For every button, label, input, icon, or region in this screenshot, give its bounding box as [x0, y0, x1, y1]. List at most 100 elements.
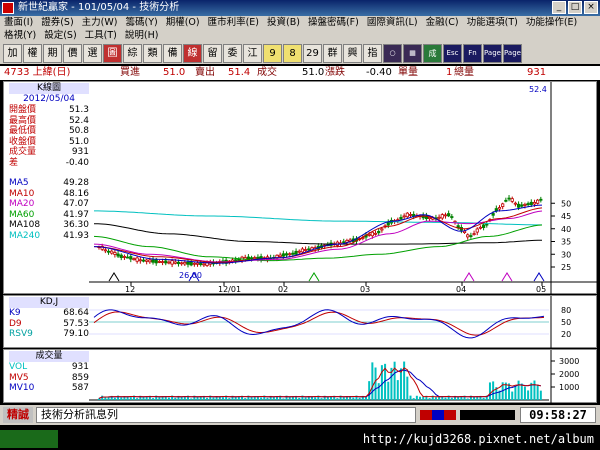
qty-label: 單量	[398, 67, 418, 78]
legend-value: 931	[71, 362, 89, 372]
progress-area	[460, 410, 515, 420]
toolbar-button[interactable]: 8	[283, 43, 302, 63]
toolbar-button[interactable]: 權	[23, 43, 42, 63]
volume-bar	[218, 396, 221, 400]
start-button[interactable]	[0, 430, 58, 448]
volume-bar	[390, 367, 393, 400]
candle-body	[135, 257, 139, 262]
candle-body	[440, 214, 444, 219]
kline-chart[interactable]: 50 45 40 35 30 25 12 12/01 02 03 04 05 52.4 26.00	[89, 82, 597, 294]
close-button[interactable]: ×	[584, 1, 598, 14]
candle-body	[145, 259, 149, 262]
volume-bar	[365, 396, 367, 400]
toolbar-button[interactable]: 委	[223, 43, 242, 63]
sell-value: 51.4	[228, 67, 251, 78]
menu-item[interactable]: 操盤密碼(F)	[307, 17, 359, 28]
vol-y-tick-label: 3000	[559, 357, 579, 366]
menu-item[interactable]: 匯市利率(E)	[207, 17, 260, 28]
toolbar-button[interactable]: 選	[83, 43, 102, 63]
volume-bar	[307, 396, 310, 400]
volume-bar	[148, 395, 151, 400]
menu-item[interactable]: 畫面(I)	[4, 17, 34, 28]
candle-body	[478, 226, 483, 229]
toolbar-button[interactable]: 成	[423, 43, 442, 63]
toolbar-button[interactable]: 江	[243, 43, 262, 63]
volume-bar	[183, 396, 186, 400]
menu-item[interactable]: 工具(T)	[84, 30, 117, 41]
toolbar-button[interactable]: 備	[163, 43, 182, 63]
menu-item[interactable]: 說明(H)	[124, 30, 159, 41]
status-left-label: 精誠	[3, 407, 33, 423]
candle-body	[510, 198, 514, 202]
menu-item[interactable]: 功能操作(E)	[525, 17, 578, 28]
candle-body	[472, 233, 476, 235]
candle-body	[462, 230, 467, 233]
menu-item[interactable]: 投資(B)	[267, 17, 300, 28]
toolbar-button[interactable]: ○	[383, 43, 402, 63]
toolbar-button[interactable]: 綜	[123, 43, 142, 63]
mv10-line	[98, 369, 541, 399]
candle-body	[539, 198, 543, 201]
candle-body	[186, 261, 190, 265]
legend-label: MV10	[9, 383, 35, 393]
title-bar: 新世紀贏家 - 101/05/04 - 技術分析 _ □ ×	[0, 0, 600, 16]
toolbar-button[interactable]: Fn	[463, 43, 482, 63]
candle-body	[116, 253, 120, 257]
volume-bar	[431, 395, 434, 400]
candle-body	[160, 261, 165, 264]
toolbar-button[interactable]: 圖	[103, 43, 122, 63]
toolbar-button[interactable]: ▦	[403, 43, 422, 63]
candle-body	[173, 261, 177, 264]
toolbar-button[interactable]: 29	[303, 43, 322, 63]
menu-item[interactable]: 國際資訊(L)	[366, 17, 418, 28]
legend-value: 49.28	[63, 178, 89, 188]
toolbar-button[interactable]: Page Down	[503, 43, 524, 74]
volume-bar	[117, 395, 120, 400]
candle-body	[119, 254, 123, 259]
maximize-button[interactable]: □	[568, 1, 582, 14]
candle-body	[141, 259, 146, 262]
toolbar-button[interactable]: 留	[203, 43, 222, 63]
candle-body	[507, 197, 511, 200]
kd-chart[interactable]: 80 50 20	[89, 296, 597, 348]
menu-item[interactable]: 期權(O)	[165, 17, 200, 28]
toolbar-button[interactable]: 線	[183, 43, 202, 63]
toolbar-button[interactable]: 加	[3, 43, 22, 63]
toolbar-button[interactable]: 9	[263, 43, 282, 63]
menu-item[interactable]: 設定(S)	[44, 30, 77, 41]
volume-bar	[326, 396, 329, 400]
toolbar-button[interactable]: 類	[143, 43, 162, 63]
volume-bar	[450, 397, 453, 400]
menu-item[interactable]: 金融(C)	[425, 17, 459, 28]
volume-bar	[139, 395, 142, 400]
deal-value: 51.0	[302, 67, 325, 78]
volume-bar	[495, 387, 498, 400]
toolbar-button[interactable]: Esc	[443, 43, 462, 63]
menu-item[interactable]: 功能選項(T)	[466, 17, 518, 28]
volume-bar	[361, 395, 364, 400]
volume-bar	[473, 396, 476, 400]
volume-bar	[107, 396, 110, 400]
ma10-line	[93, 207, 543, 263]
menu-item[interactable]: 證券(S)	[41, 17, 74, 28]
toolbar-button[interactable]: Page Up	[483, 43, 502, 74]
toolbar-button[interactable]: 價	[63, 43, 82, 63]
toolbar-button[interactable]: 群	[323, 43, 342, 63]
mv5-line	[98, 367, 541, 399]
volume-bar	[399, 368, 402, 400]
menu-item[interactable]: 籌碼(Y)	[125, 17, 158, 28]
menu-item[interactable]: 格視(Y)	[4, 30, 37, 41]
volume-chart[interactable]: 3000 2000 1000	[89, 350, 597, 403]
toolbar-button[interactable]: 期	[43, 43, 62, 63]
clock: 09:58:27	[520, 407, 596, 423]
toolbar-button[interactable]: 興	[343, 43, 362, 63]
minimize-button[interactable]: _	[552, 1, 566, 14]
volume-bar	[349, 396, 352, 400]
volume-bar	[180, 396, 183, 400]
toolbar-button[interactable]: 指	[363, 43, 382, 63]
volume-bar	[272, 396, 275, 400]
menu-item[interactable]: 主力(W)	[81, 17, 118, 28]
candle-body	[249, 257, 254, 260]
candle-body	[408, 214, 413, 216]
